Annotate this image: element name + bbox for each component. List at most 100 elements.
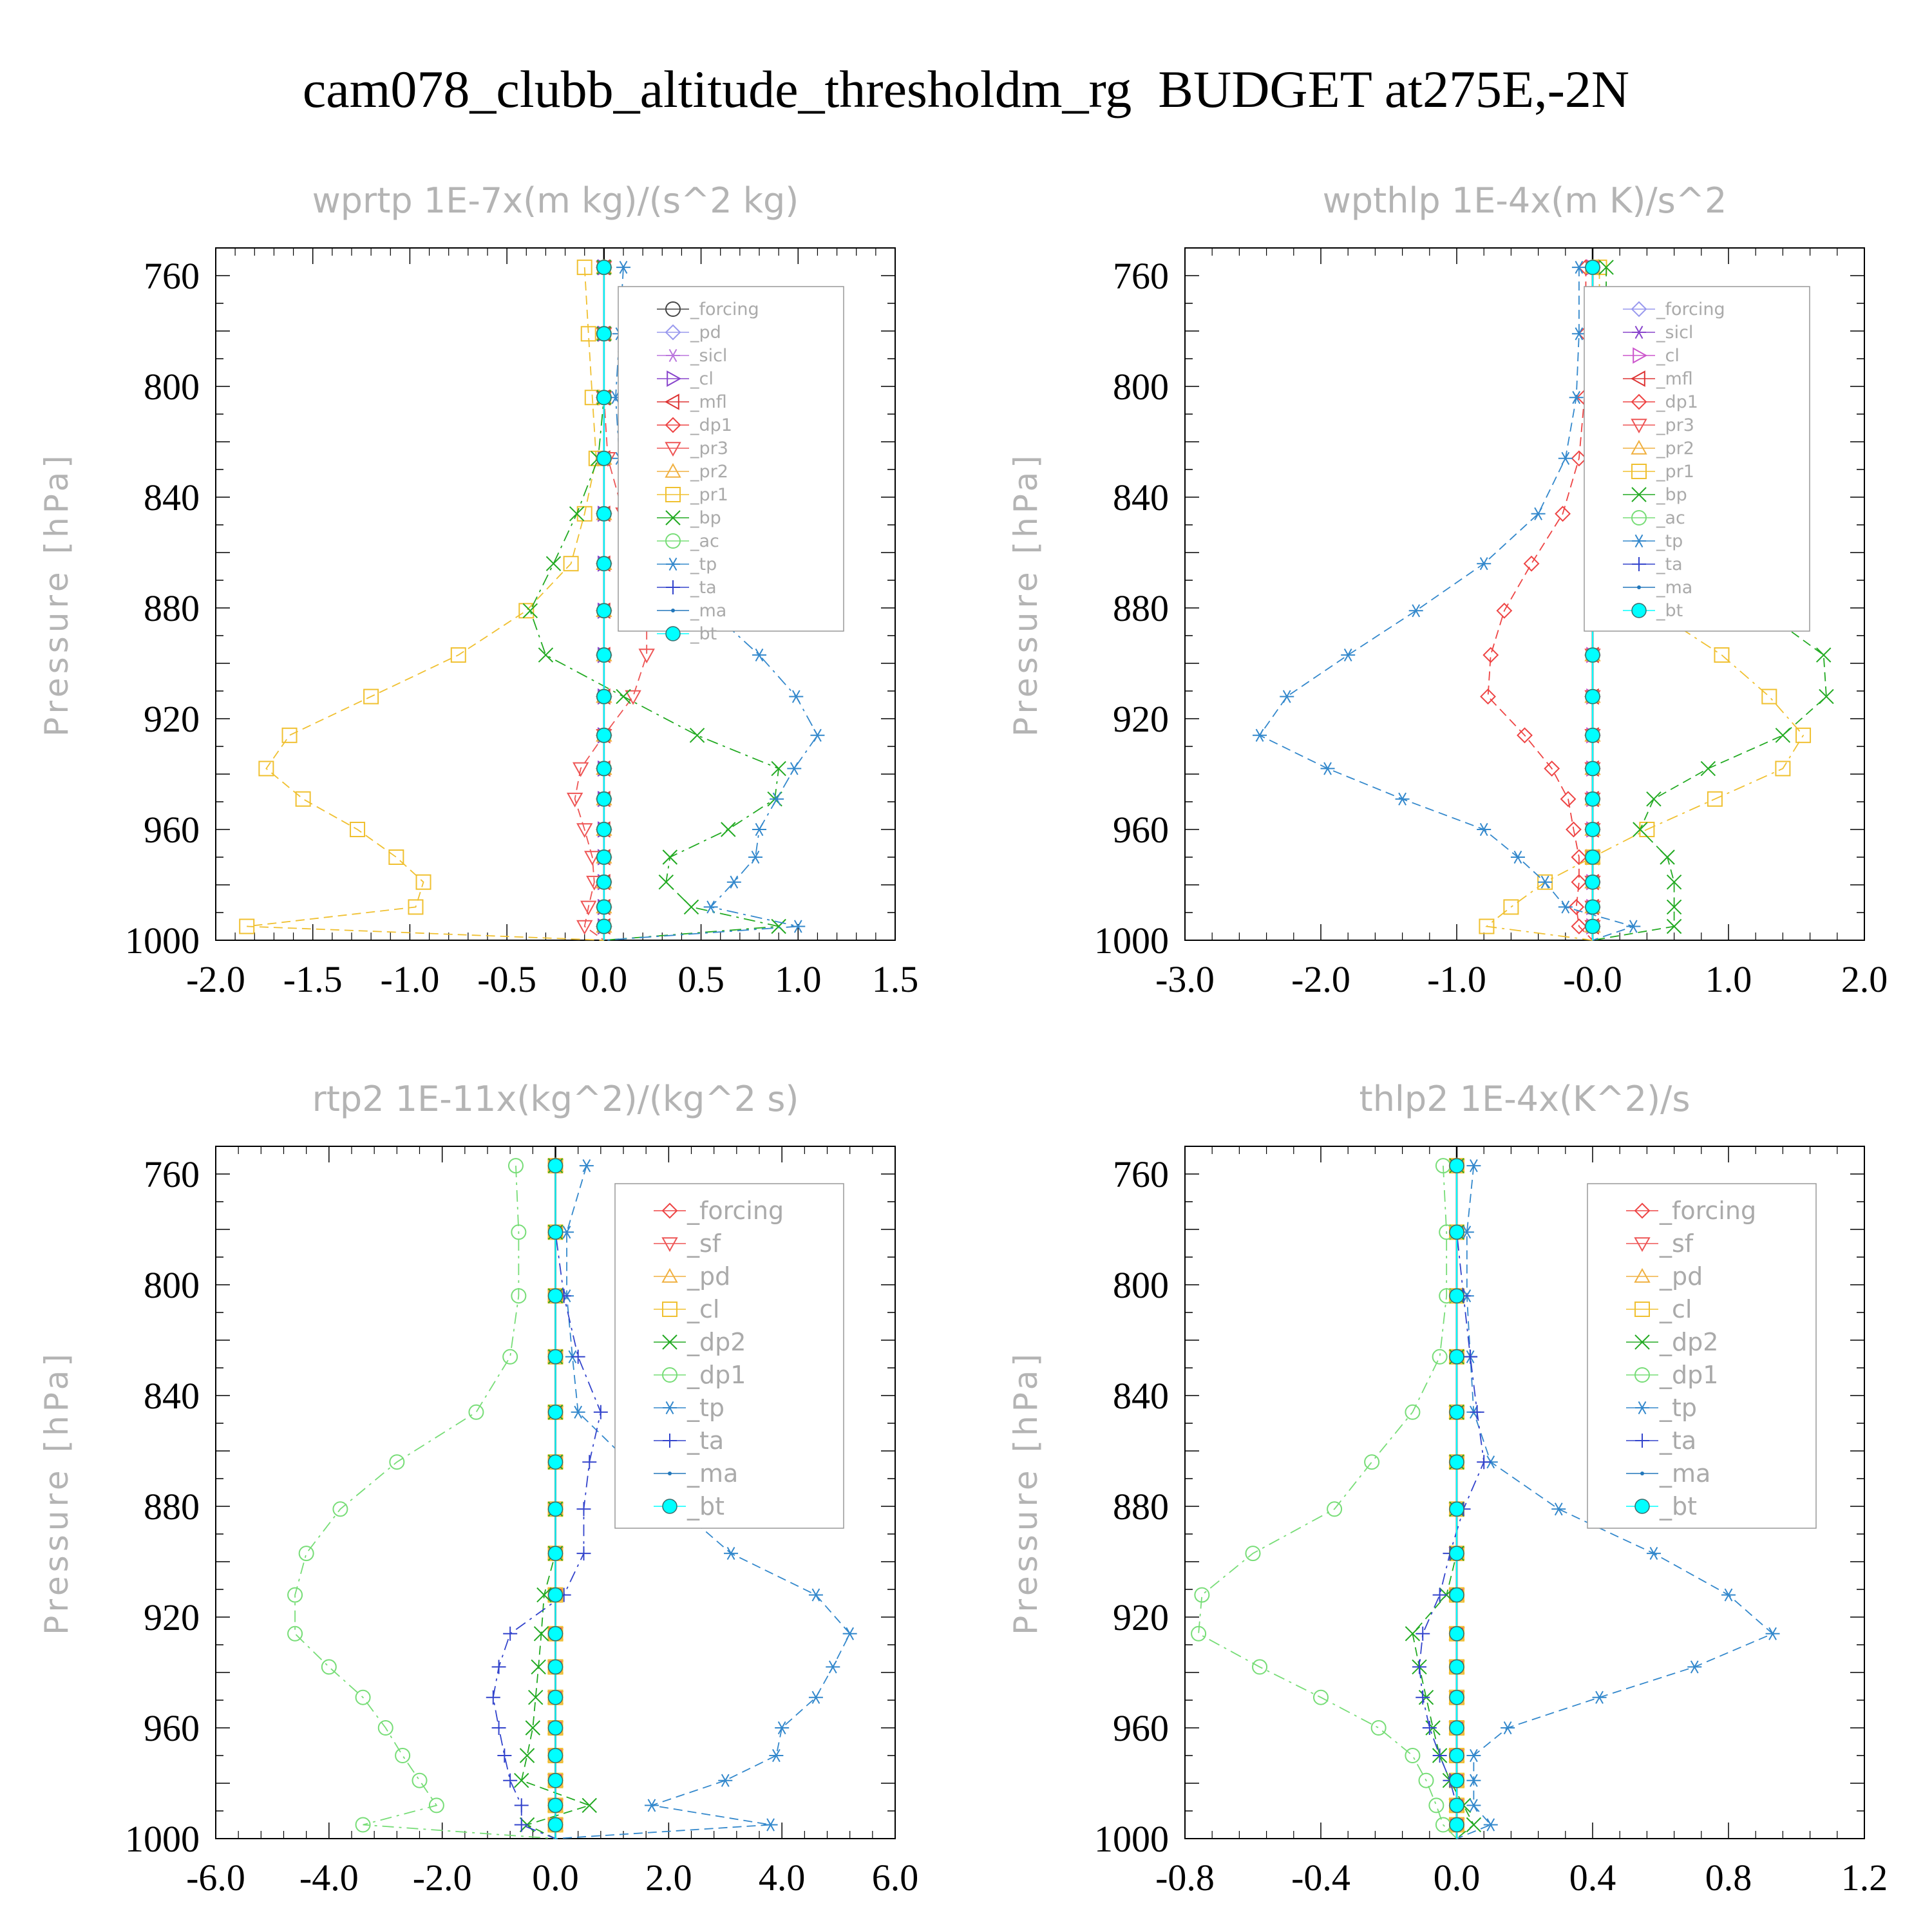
legend-label: _sf	[687, 1229, 722, 1258]
legend-label: _mfl	[690, 392, 727, 412]
legend-label: _ma	[687, 1459, 738, 1488]
y-axis-label: Pressure [hPa]	[38, 451, 75, 737]
data-point-pr3	[584, 851, 601, 866]
legend-marker	[1631, 464, 1647, 479]
series-line-bp	[1592, 267, 1827, 941]
data-point-bp	[522, 603, 538, 619]
data-point-tp	[791, 920, 806, 933]
legend-marker	[663, 1434, 677, 1448]
legend-marker	[1634, 1237, 1651, 1253]
data-point-bt	[1585, 761, 1600, 777]
data-point-pr1	[1479, 918, 1495, 934]
data-point-dp1	[507, 1158, 524, 1174]
legend-label: _dp1	[687, 1361, 746, 1389]
data-point-bp	[1775, 728, 1791, 743]
data-point-tp	[579, 1159, 594, 1173]
data-point-bt	[547, 1158, 564, 1173]
legend-marker	[1635, 1434, 1649, 1448]
legend-label: _bt	[1659, 1492, 1697, 1520]
legend-marker	[665, 626, 681, 641]
legend-marker	[661, 1267, 678, 1283]
data-point-bt	[1449, 1772, 1464, 1788]
data-point-tp	[724, 1547, 739, 1560]
y-tick-label: 840	[1113, 1375, 1169, 1417]
series-line-tp	[1456, 1166, 1774, 1839]
legend-label: _bt	[1656, 601, 1683, 621]
data-point-pr1	[1714, 647, 1730, 663]
data-point-tp	[1466, 1748, 1481, 1763]
legend-marker	[662, 1302, 677, 1317]
data-point-pr1	[563, 556, 579, 572]
legend-marker	[1631, 301, 1647, 317]
legend-marker	[668, 1472, 672, 1475]
data-point-ta	[571, 1349, 585, 1364]
data-point-bt	[596, 791, 612, 807]
data-point-pr1	[1707, 791, 1723, 807]
legend-label: _ta	[690, 578, 717, 598]
y-tick-label: 760	[1113, 255, 1169, 297]
y-tick-label: 880	[1113, 587, 1169, 629]
legend-box	[1584, 286, 1810, 632]
data-point-dp1	[468, 1404, 484, 1420]
legend-label: _ac	[690, 531, 719, 551]
data-point-bp	[683, 899, 699, 915]
data-point-pr3	[576, 920, 593, 935]
legend: _forcing _pd _sicl _cl _mfl _dp1 _pr3 _pr2 _pr1 _…	[618, 286, 844, 644]
data-point-bp	[1666, 899, 1682, 915]
legend-marker	[1634, 1367, 1650, 1383]
data-point-dp2	[514, 1772, 529, 1788]
figure-title: cam078_clubb_altitude_thresholdm_rg BUDG…	[302, 60, 1630, 118]
data-point-bp	[569, 506, 585, 522]
data-point-bp	[721, 822, 736, 837]
x-tick-label: -4.0	[299, 1857, 359, 1899]
data-point-dp1	[287, 1587, 303, 1603]
data-point-dp1	[377, 1720, 393, 1736]
data-point-ta	[1432, 1748, 1447, 1763]
data-point-bp	[1633, 822, 1648, 837]
x-tick-label: 1.5	[872, 958, 919, 1000]
legend-marker	[1630, 370, 1645, 387]
data-point-bt	[547, 1748, 564, 1763]
data-point-pr1	[518, 603, 535, 619]
legend-label: _pd	[1659, 1262, 1703, 1291]
data-point-bt	[547, 1454, 564, 1470]
data-point-tp	[1531, 507, 1546, 520]
data-point-pr1	[450, 647, 466, 663]
data-point-ta	[491, 1660, 506, 1674]
x-tick-label: -0.8	[1155, 1857, 1215, 1899]
data-point-bt	[547, 1224, 564, 1240]
data-point-bt	[1585, 647, 1600, 663]
data-point-ta	[1416, 1690, 1430, 1705]
data-point-tp	[769, 1748, 784, 1763]
data-point-dp1	[1571, 874, 1587, 891]
data-point-ta	[1422, 1721, 1437, 1735]
data-point-dp1	[355, 1689, 371, 1705]
x-tick-label: 0.5	[677, 958, 724, 1000]
series-line-dp2	[1412, 1166, 1475, 1839]
legend-label: _dp2	[1659, 1328, 1718, 1356]
y-tick-label: 920	[1113, 1596, 1169, 1638]
data-point-tp	[842, 1627, 857, 1640]
x-tick-label: -1.0	[1427, 958, 1486, 1000]
data-point-bt	[596, 556, 612, 571]
legend-label: _forcing	[690, 299, 759, 319]
data-point-ta	[503, 1626, 518, 1641]
data-point-bp	[545, 556, 562, 571]
data-point-dp2	[582, 1797, 597, 1814]
legend-marker	[664, 393, 679, 410]
legend-box	[618, 286, 844, 632]
y-tick-label: 840	[144, 477, 200, 518]
legend-label: _cl	[1659, 1295, 1692, 1323]
legend-label: _dp1	[690, 415, 732, 435]
legend-label: _bt	[687, 1492, 724, 1520]
data-point-dp2	[525, 1720, 541, 1736]
data-point-tp	[1253, 728, 1267, 742]
data-point-bt	[1585, 899, 1600, 915]
legend-label: _sicl	[690, 346, 727, 366]
legend-marker	[662, 1334, 677, 1350]
legend-marker	[665, 510, 681, 526]
legend-marker	[666, 348, 680, 363]
data-point-bt	[1449, 1626, 1464, 1642]
y-tick-label: 920	[1113, 698, 1169, 740]
legend-marker	[1631, 510, 1647, 526]
